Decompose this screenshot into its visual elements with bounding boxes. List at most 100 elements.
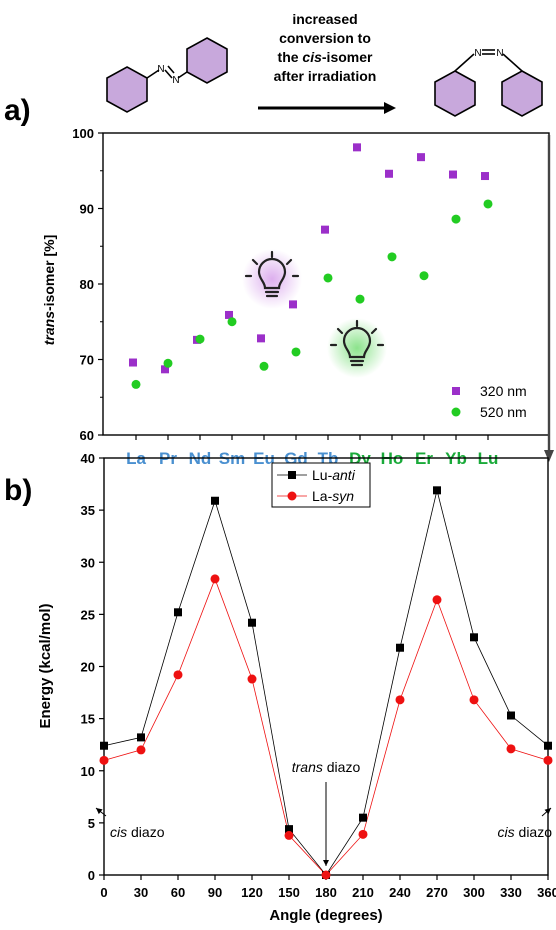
chart-a-point-320nm-er	[417, 153, 425, 162]
arrow-text-line-4: after irradiation	[274, 68, 377, 84]
legend-label-520nm: 520 nm	[480, 404, 527, 420]
chart-b-annotation-arrowhead	[544, 808, 551, 815]
chart-a-point-520nm-lu	[483, 199, 493, 209]
chart-b-point-la-syn-360	[543, 755, 553, 765]
chart-a-y-tick-label: 100	[72, 126, 94, 141]
chart-b-marks	[99, 486, 553, 880]
chart-b-y-tick-label: 10	[81, 764, 95, 779]
chart-b-energy-profile: 0 5 10 15 20 25 30 35 40 0 30 60 90 120 150 180 210 240 27…	[37, 451, 556, 924]
azo-n-1: N	[157, 64, 164, 75]
arrow-text-line-2: conversion to	[279, 30, 371, 46]
chart-b-x-tick-label: 270	[426, 885, 448, 900]
chart-b-x-tick-label: 240	[389, 885, 411, 900]
chart-b-y-axis-label: Energy (kcal/mol)	[37, 603, 54, 728]
legend-label-lu-anti: Lu-anti	[312, 467, 356, 483]
panel-b-label: b)	[4, 474, 32, 507]
chart-b-point-lu-anti-90	[211, 496, 219, 505]
arrow-text-line-3: the cis-isomer	[278, 49, 373, 65]
chart-a-point-320nm-dy	[353, 143, 361, 152]
chart-b-point-lu-anti-150	[285, 825, 293, 834]
chart-b-x-tick-label: 360	[537, 885, 556, 900]
chart-a-point-320nm-yb	[449, 170, 457, 179]
chart-b-point-la-syn-30	[136, 745, 146, 755]
trans-ring-right	[186, 37, 228, 84]
reaction-arrow	[258, 102, 396, 114]
cis-azo-n-2: N	[496, 48, 503, 59]
chart-a-point-320nm-lu	[481, 172, 489, 181]
chart-b-y-tick-label: 5	[88, 816, 95, 831]
azo-n-2: N	[172, 75, 179, 86]
chart-a-legend: 320 nm 520 nm	[451, 383, 527, 420]
cis-azobenzene-structure	[434, 49, 543, 117]
chart-a-point-520nm-yb	[451, 214, 461, 224]
chart-b-point-lu-anti-270	[433, 486, 441, 495]
chart-b-x-tick-label: 0	[100, 885, 107, 900]
chart-b-annotation-cis-diazo: cis diazo	[110, 824, 165, 840]
chart-a-point-320nm-sm	[225, 310, 233, 319]
chart-b-annotation-trans-diazo: trans diazo	[292, 759, 361, 775]
chart-b-y-tick-label: 25	[81, 607, 95, 622]
chart-a-point-320nm-ho	[385, 169, 393, 178]
chart-b-point-lu-anti-300	[470, 633, 478, 642]
panel-a-label: a)	[4, 94, 31, 127]
chart-b-annotation-arrowhead	[96, 808, 103, 815]
chart-b-y-tick-label: 0	[88, 868, 95, 883]
chart-b-x-tick-label: 330	[500, 885, 522, 900]
chart-a-point-520nm-la	[131, 379, 141, 389]
chart-a-point-320nm-la	[129, 358, 137, 367]
chart-a-point-520nm-tb	[323, 273, 333, 283]
chart-b-point-la-syn-270	[432, 595, 442, 605]
chart-b-y-tick-label: 35	[81, 503, 95, 518]
chart-b-x-tick-label: 30	[134, 885, 148, 900]
chart-b-x-tick-label: 60	[171, 885, 185, 900]
lightbulb-icon-purple	[242, 249, 302, 309]
chart-a-point-520nm-gd	[291, 347, 301, 357]
chart-a-point-320nm-eu	[257, 334, 265, 343]
chart-b-x-tick-label: 210	[352, 885, 374, 900]
chart-b-x-axis-label: Angle (degrees)	[269, 907, 382, 924]
legend-label-la-syn: La-syn	[312, 488, 354, 504]
scheme: N N increased conversion to the cis-isom…	[106, 11, 543, 117]
legend-marker-lu-anti	[288, 471, 296, 479]
chart-b-annotations: cis diazo trans diazo cis diazo	[95, 759, 552, 866]
chart-b-point-la-syn-330	[506, 744, 516, 754]
chart-b-point-la-syn-90	[210, 574, 220, 584]
chart-a-point-320nm-pr	[161, 365, 169, 374]
chart-a-point-520nm-eu	[259, 361, 269, 371]
chart-b-point-lu-anti-60	[174, 608, 182, 617]
legend-label-320nm: 320 nm	[480, 383, 527, 399]
chart-b-annotation-arrowhead	[323, 860, 329, 866]
chart-b-point-lu-anti-210	[359, 813, 367, 822]
chart-a-point-520nm-sm	[227, 317, 237, 327]
chart-a-y-tick-label: 60	[80, 428, 94, 443]
chart-a-point-520nm-dy	[355, 294, 365, 304]
chart-b-legend: Lu-anti La-syn	[271, 462, 371, 508]
chart-b-x-tick-label: 300	[463, 885, 485, 900]
chart-b-x-tick-label: 90	[208, 885, 222, 900]
chart-a-y-axis-label: trans-isomer [%]	[41, 235, 57, 345]
chart-b-y-tick-label: 20	[81, 660, 95, 675]
chart-b-point-la-syn-240	[395, 695, 405, 705]
chart-a-point-320nm-gd	[289, 300, 297, 309]
chart-b-y-tick-label: 40	[81, 451, 95, 466]
cis-ring-left	[434, 70, 476, 117]
chart-a-point-520nm-er	[419, 271, 429, 281]
chart-b-point-lu-anti-0	[100, 741, 108, 750]
chart-a-y-tick-label: 70	[80, 353, 94, 368]
chart-b-point-lu-anti-120	[248, 618, 256, 627]
chart-b-y-tick-label: 15	[81, 712, 95, 727]
chart-b-point-la-syn-120	[247, 674, 257, 684]
chart-a-side-arrow	[544, 135, 554, 462]
chart-b-x-tick-label: 150	[278, 885, 300, 900]
lightbulb-icon-green	[327, 318, 387, 378]
chart-b-point-lu-anti-360	[544, 741, 552, 750]
chart-b-point-la-syn-300	[469, 695, 479, 705]
trans-ring-left	[106, 66, 148, 113]
chart-b-axes: 0 5 10 15 20 25 30 35 40 0 30 60 90 120 150 180 210 240 27…	[81, 451, 556, 900]
cis-ring-right	[501, 70, 543, 117]
chart-a-point-520nm-ho	[387, 252, 397, 262]
legend-marker-520nm	[451, 407, 461, 417]
chart-b-point-lu-anti-240	[396, 643, 404, 652]
